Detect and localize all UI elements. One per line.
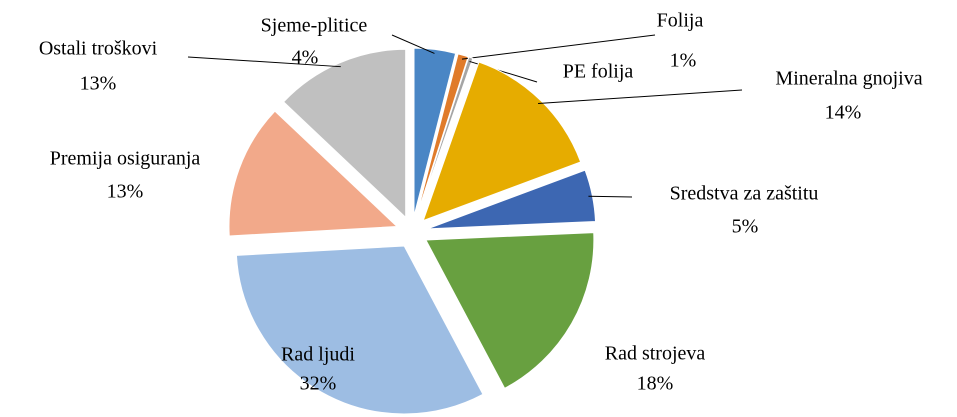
slice-value-label: 5%: [732, 216, 759, 238]
pie-slice: [422, 61, 582, 222]
leader-line: [391, 34, 435, 54]
pie-slice: [235, 245, 484, 415]
slice-label: Ostali troškovi: [39, 38, 158, 60]
slice-value-label: 18%: [637, 373, 674, 395]
pie-slice: [413, 47, 457, 217]
slice-value-label: 32%: [300, 373, 337, 395]
pie-slice: [228, 110, 399, 237]
slice-label: Premija osiguranja: [50, 148, 201, 170]
slice-label: Sredstva za zaštitu: [670, 183, 819, 205]
slice-label: Rad ljudi: [281, 344, 355, 366]
pie-slice: [282, 48, 407, 219]
pie-slice: [416, 56, 474, 218]
slice-label: Sjeme-plitice: [261, 15, 368, 37]
slice-label: Rad strojeva: [605, 343, 706, 365]
slice-label: Mineralna gnojiva: [775, 68, 922, 90]
leader-line: [538, 89, 743, 105]
pie-slice: [427, 169, 597, 230]
slice-label: Folija: [657, 10, 704, 32]
slice-value-label: 4%: [292, 47, 319, 69]
slice-value-label: 13%: [80, 73, 117, 95]
leader-line: [461, 34, 656, 60]
slice-value-label: 1%: [670, 50, 697, 72]
leader-line: [588, 195, 633, 198]
slice-label: PE folija: [563, 61, 634, 83]
slice-value-label: 14%: [825, 102, 862, 124]
pie-slice: [415, 53, 469, 217]
slice-value-label: 13%: [107, 181, 144, 203]
pie-slice: [425, 232, 595, 389]
leader-line: [187, 56, 341, 68]
